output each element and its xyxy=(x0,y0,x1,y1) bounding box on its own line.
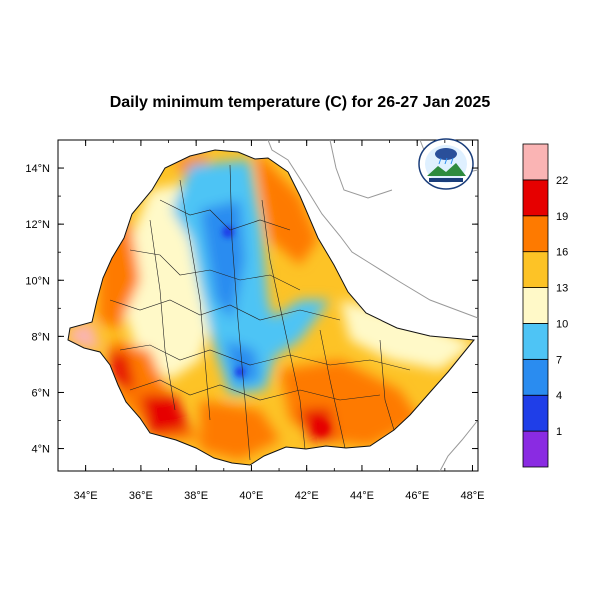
country-outline xyxy=(67,149,475,466)
colorbar-swatch xyxy=(522,179,549,217)
colorbar-swatch xyxy=(522,358,549,396)
lon-tick-label: 48°E xyxy=(460,490,484,502)
colorbar-level-label: 16 xyxy=(556,247,568,259)
colorbar-level-label: 13 xyxy=(556,283,568,295)
lat-tick-label: 8°N xyxy=(32,331,51,343)
lat-tick-label: 12°N xyxy=(25,219,50,231)
ethiopian-meteorology-institute-logo xyxy=(418,138,474,190)
lon-tick-label: 42°E xyxy=(295,490,319,502)
lon-tick-label: 38°E xyxy=(184,490,208,502)
lon-tick-label: 40°E xyxy=(239,490,263,502)
colorbar-swatch xyxy=(522,251,549,288)
lon-tick-label: 44°E xyxy=(350,490,374,502)
colorbar-level-label: 7 xyxy=(556,354,562,366)
lat-tick-label: 14°N xyxy=(25,163,50,175)
lon-tick-label: 36°E xyxy=(129,490,153,502)
colorbar-level-label: 19 xyxy=(556,211,568,223)
colorbar-level-label: 1 xyxy=(556,426,562,438)
colorbar-level-label: 4 xyxy=(556,390,562,402)
lat-tick-label: 4°N xyxy=(32,444,51,456)
colorbar-swatch xyxy=(522,287,549,324)
admin-boundaries xyxy=(109,164,411,461)
latitude-axis: 4°N 6°N 8°N 10°N 12°N 14°N xyxy=(25,139,478,456)
colorbar-legend: 1 4 7 10 13 16 19 22 xyxy=(522,143,568,468)
colorbar-swatch xyxy=(522,323,549,360)
colorbar-swatch xyxy=(522,394,549,432)
colorbar-swatch xyxy=(522,430,549,468)
map-title: Daily minimum temperature (C) for 26-27 … xyxy=(109,94,491,111)
colorbar-level-label: 10 xyxy=(556,318,568,330)
longitude-axis: 34°E 36°E 38°E 40°E 42°E 44°E 46°E 48°E xyxy=(74,140,484,502)
lat-tick-label: 10°N xyxy=(25,275,50,287)
lat-tick-label: 6°N xyxy=(32,387,51,399)
colorbar-swatch xyxy=(522,143,549,181)
lon-tick-label: 34°E xyxy=(74,490,98,502)
lon-tick-label: 46°E xyxy=(405,490,429,502)
colorbar-swatch xyxy=(522,215,549,253)
colorbar-level-label: 22 xyxy=(556,175,568,187)
